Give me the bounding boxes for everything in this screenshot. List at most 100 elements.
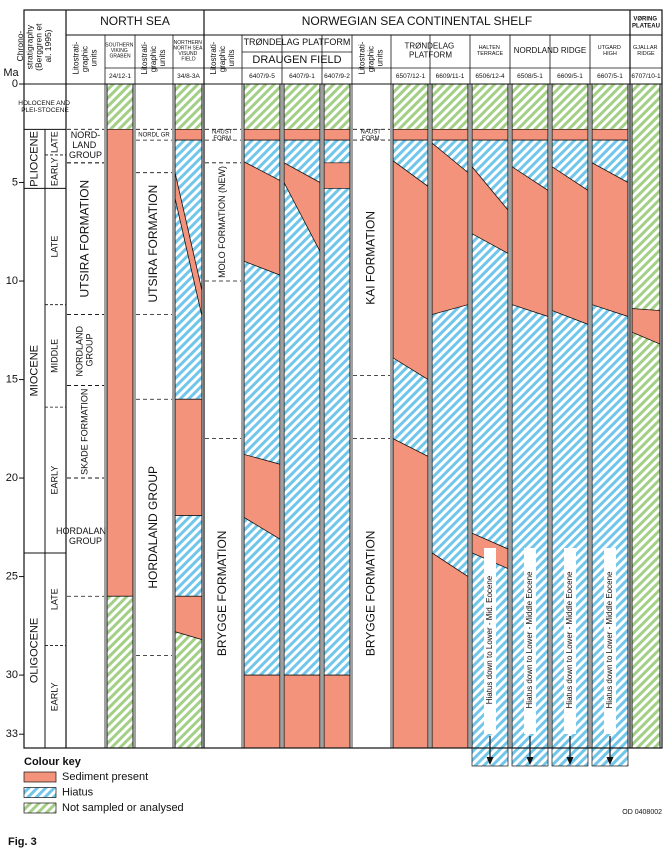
well-name: 6707/10-1 <box>631 73 661 80</box>
text-line: FORM. <box>362 136 382 142</box>
facies-not-sampled <box>631 83 661 311</box>
text-line: EARLY <box>50 466 60 495</box>
text-line: 6407/9-2 <box>324 73 350 80</box>
hiatus-note: Hiatus down to Lower - Middle Eocene <box>565 571 574 709</box>
facies-sediment <box>431 128 469 141</box>
facies-hiatus <box>431 304 469 578</box>
text-line: FORM. <box>213 136 233 142</box>
text-line: PLEI-STOCENE <box>21 107 69 114</box>
text-line: EARLY <box>50 682 60 711</box>
unit-label: NORD-LAND GROUP <box>69 131 102 161</box>
text-line: Litostrati- <box>209 41 218 74</box>
stage-label: EARLY <box>50 157 60 186</box>
text-line: LATE <box>50 131 60 153</box>
facies-hiatus <box>323 188 351 676</box>
y-tick-label: 20 <box>6 472 18 484</box>
text-line: NORTH SEA <box>173 46 203 52</box>
y-tick-label: 10 <box>6 275 18 287</box>
litho-header: Litostrati-graphic units <box>358 41 385 74</box>
text-line: graphic <box>218 44 227 72</box>
facies-sediment <box>392 438 429 749</box>
arrow-head <box>486 757 494 765</box>
well-name: 6407/9-2 <box>324 73 350 80</box>
figure-label: Fig. 3 <box>8 836 37 848</box>
facies-sediment <box>323 128 351 141</box>
text-line: LATE <box>50 588 60 610</box>
text-line: DRAUGEN FIELD <box>252 54 341 66</box>
area-label: SOUTHERN VIKING GRABEN <box>105 43 134 60</box>
text-line: VISUND <box>178 51 198 57</box>
facies-hiatus <box>243 260 281 465</box>
unit-label: HORDALAND GROUP <box>146 466 160 589</box>
facies-sediment <box>323 674 351 749</box>
unit-label: HORDALAND GROUP <box>56 527 115 547</box>
text-line: TRØNDELAG PLATFORM <box>244 37 351 47</box>
facies-sediment <box>174 398 203 516</box>
facies-sediment <box>243 161 281 276</box>
facies-sediment <box>243 674 281 749</box>
text-line: HALTEN <box>479 45 502 51</box>
text-line: Litostrati- <box>140 41 149 74</box>
area-label: UTGARD HIGH <box>598 45 623 57</box>
facies-not-sampled <box>591 83 629 130</box>
litho-header: Litostrati-graphic units <box>140 41 167 74</box>
text-line: VØRING <box>633 16 658 22</box>
area-label: DRAUGEN FIELD <box>252 54 341 66</box>
facies-hiatus <box>243 516 281 676</box>
facies-not-sampled <box>106 83 134 130</box>
text-line: GROUP <box>69 150 102 160</box>
facies-not-sampled <box>471 83 509 130</box>
epoch-label: HOLOCENE AND PLEI-STOCENE <box>18 100 71 114</box>
facies-sediment <box>283 674 321 749</box>
text-line: BRYGGE FORMATION <box>364 531 378 657</box>
key-swatch <box>23 771 57 783</box>
unit-label: MOLO FORMATION (NEW) <box>217 166 227 278</box>
facies-sediment <box>392 128 429 141</box>
text-line: NAUST <box>361 129 383 135</box>
arrow-head <box>566 757 574 765</box>
text-line: BRYGGE FORMATION <box>215 531 229 657</box>
facies-not-sampled <box>323 83 351 130</box>
text-line: (Berggren et <box>34 21 44 71</box>
text-line: NORTH SEA <box>100 14 170 28</box>
key-swatch <box>23 802 57 814</box>
unit-label: NORDLAND GROUP <box>75 323 95 376</box>
facies-not-sampled <box>283 83 321 130</box>
facies-sediment <box>243 128 281 141</box>
text-line: graphic <box>81 44 90 72</box>
well-name: 6407/9-5 <box>249 73 275 80</box>
stage-label: EARLY <box>50 466 60 495</box>
text-line: NORWEGIAN SEA CONTINENTAL SHELF <box>302 14 532 28</box>
hiatus-note: Hiatus down to Lower - Middle Eocene <box>605 571 614 709</box>
well-name: 6609/11-1 <box>436 73 465 80</box>
text-line: PLIOCENE <box>28 131 40 187</box>
facies-sediment <box>511 166 549 317</box>
text-line: stratigraphy <box>25 23 35 70</box>
stage-label: LATE <box>50 236 60 258</box>
facies-not-sampled <box>106 595 134 749</box>
text-line: 24/12-1 <box>109 73 131 80</box>
note-bg <box>524 548 536 734</box>
unit-label: KAI FORMATION <box>364 211 378 305</box>
unit-label: NORDL GR <box>138 132 170 138</box>
litho-header: Litostrati-graphic units <box>209 41 236 74</box>
y-tick-label: 5 <box>12 176 18 188</box>
text-line: UTGARD <box>598 45 623 51</box>
text-line: Ma <box>3 67 19 79</box>
facies-sediment <box>431 142 469 315</box>
well-name: 34/8-3A <box>177 73 200 80</box>
y-tick-label: 15 <box>6 373 18 385</box>
text-line: 6609/5-1 <box>557 73 583 80</box>
epoch-label: MIOCENE <box>28 345 40 396</box>
facies-not-sampled <box>174 83 203 130</box>
well-name: 6407/9-1 <box>289 73 315 80</box>
text-line: 6407/9-1 <box>289 73 315 80</box>
facies-sediment <box>106 128 134 597</box>
text-line: UTSIRA FORMATION <box>78 180 92 298</box>
region-label: NORWEGIAN SEA CONTINENTAL SHELF <box>302 14 532 28</box>
text-line: Hiatus down to Lower - Middle Eocene <box>605 571 614 709</box>
text-line: Litostrati- <box>72 41 81 74</box>
text-line: 6506/12-4 <box>475 73 505 80</box>
text-line: graphic <box>149 44 158 72</box>
